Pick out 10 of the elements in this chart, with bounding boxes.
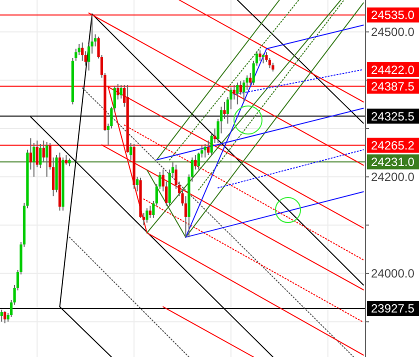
y-tick-label: 24500.0 xyxy=(371,25,415,40)
ref-line-label: 24231.0 xyxy=(371,155,415,170)
ref-line-label: 24387.5 xyxy=(371,79,415,94)
text: 24422.0 xyxy=(371,62,415,77)
ref-line-label: 24325.5 xyxy=(371,109,415,124)
ref-line-label: 24265.2 xyxy=(371,138,415,153)
ref-line-label: 23927.5 xyxy=(371,302,415,316)
y-tick-label: 24000.0 xyxy=(371,266,415,281)
ref-line-label: 24535.0 xyxy=(371,8,415,22)
y-tick-label: 24200.0 xyxy=(371,170,415,184)
